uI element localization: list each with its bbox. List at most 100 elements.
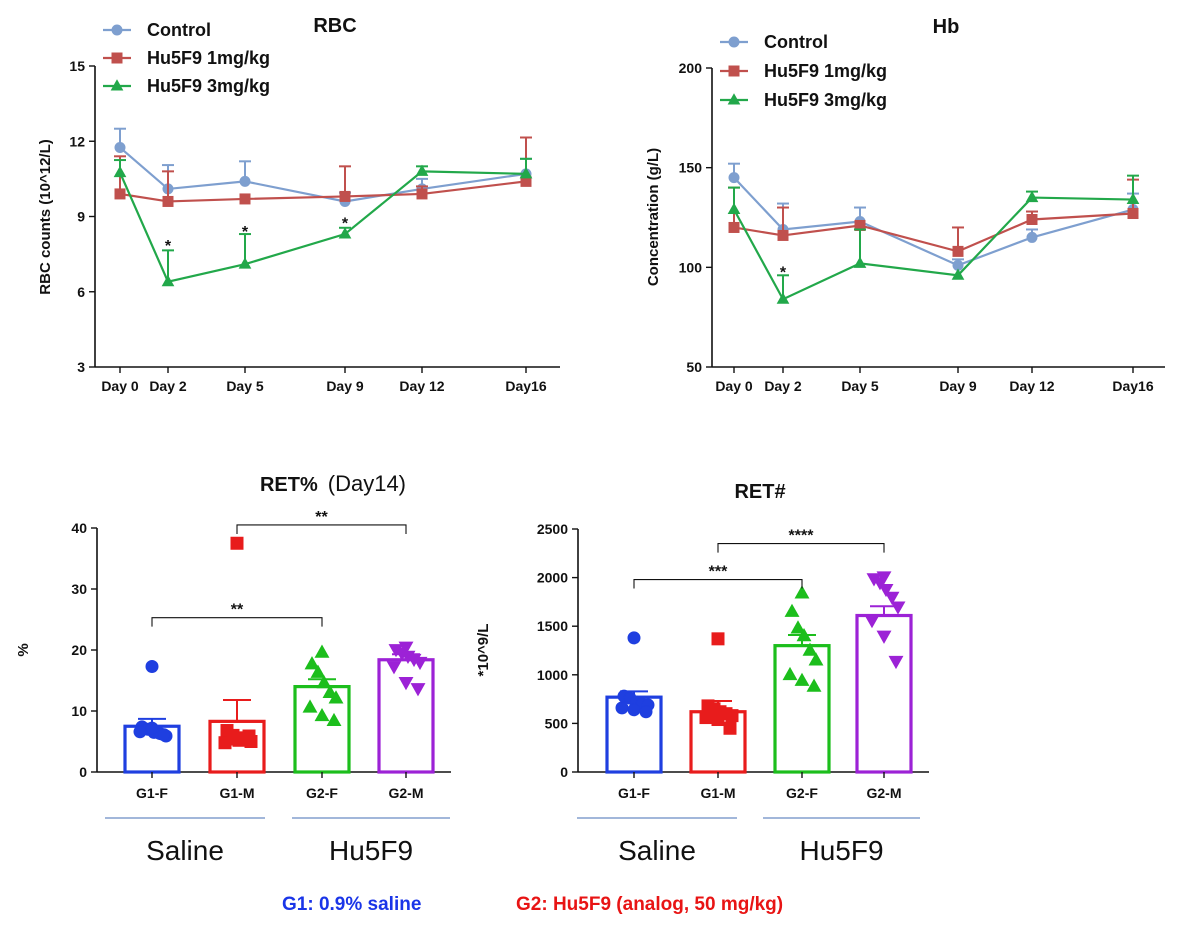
ret_pct-x-tick-label: G1-M xyxy=(220,785,255,801)
ret_pct-bar-group-G2-M: G2-M xyxy=(377,641,435,801)
hb-data-point xyxy=(853,256,867,268)
rbc-chart: 3 6 9 12 15 Day 0 Day 2 Day 5 Day 9 Day 12 Day16 RB… xyxy=(37,15,560,394)
ret_pct-bracket-label: ** xyxy=(315,509,328,526)
rbc-data-point xyxy=(416,188,428,200)
ret_abs-y-tick-label: 0 xyxy=(560,764,568,780)
ret_abs-data-point xyxy=(711,632,725,646)
rbc-data-point xyxy=(238,257,252,269)
ret_abs-y-tick-label: 500 xyxy=(545,715,569,731)
rbc-data-point xyxy=(114,142,126,154)
ret_pct-data-point xyxy=(145,659,159,673)
hb-y-label: Concentration (g/L) xyxy=(645,148,662,286)
rbc-x-tick-label: Day 12 xyxy=(399,378,444,394)
ret_abs-title-main: RET# xyxy=(734,481,785,503)
hb-series-3 xyxy=(727,174,1140,304)
ret_abs-y-tick-label: 2000 xyxy=(537,570,568,586)
rbc-data-point xyxy=(162,195,174,207)
ret_abs-x-tick-label: G1-M xyxy=(701,785,736,801)
hb-x-tick-label: Day 5 xyxy=(841,378,879,394)
ret_abs-data-point xyxy=(876,630,892,644)
ret_pct-y-label: % xyxy=(15,643,32,656)
hb-data-point xyxy=(776,292,790,304)
ret_pct-bar-group-G2-F: G2-F xyxy=(293,644,351,801)
ret_pct-chart: 0 10 20 30 40 RET% (Day14)% G1-F G1-M G2-F G2-M ** *… xyxy=(15,471,451,866)
ret_pct-data-point xyxy=(302,699,318,713)
ret_abs-data-point xyxy=(699,711,713,725)
hb-series-2 xyxy=(728,178,1139,257)
ret_abs-data-point xyxy=(864,615,880,629)
ret_pct-data-point xyxy=(133,725,147,739)
hb-legend-marker xyxy=(727,93,741,105)
ret_abs-y-tick-label: 1500 xyxy=(537,618,568,634)
ret_abs-bar-group-G2-M: G2-M xyxy=(855,571,913,801)
rbc-legend-marker xyxy=(111,52,123,64)
ret_abs-data-point xyxy=(639,705,653,719)
ret_pct-data-point xyxy=(398,677,414,691)
rbc-significance-star: * xyxy=(342,215,349,232)
ret_abs-data-point xyxy=(627,703,641,717)
rbc-data-point xyxy=(338,227,352,239)
ret_abs-data-point xyxy=(723,721,737,735)
ret_pct-significance-bracket: ** xyxy=(151,602,323,627)
rbc-series-line xyxy=(118,170,527,283)
rbc-x-tick-label: Day16 xyxy=(505,378,546,394)
hb-legend-marker xyxy=(728,65,740,77)
hb-legend-label: Hu5F9 3mg/kg xyxy=(764,90,887,110)
hb-x-tick-label: Day 9 xyxy=(939,378,977,394)
ret_abs-bar-group-G1-F: G1-F xyxy=(605,631,663,801)
ret_pct-bracket-label: ** xyxy=(231,602,244,619)
ret_abs-bracket-line xyxy=(633,578,803,589)
ret_pct-bar-group-G1-M: G1-M xyxy=(208,536,266,801)
hb-x-tick-label: Day16 xyxy=(1112,378,1153,394)
ret_abs-data-point xyxy=(888,655,904,670)
ret_pct-title-sub: (Day14) xyxy=(328,471,406,496)
rbc-legend-marker xyxy=(110,79,124,91)
ret_abs-data-point xyxy=(627,631,641,645)
rbc-series-line xyxy=(119,146,527,203)
ret_pct-significance-bracket: ** xyxy=(236,509,407,534)
ret_pct-y-tick-label: 40 xyxy=(71,520,87,536)
ret_abs-chart: 0 500 1000 1500 2000 2500 RET# *10^9/L G1-F G1-M G… xyxy=(475,481,929,866)
rbc-data-point xyxy=(519,167,533,179)
ret_abs-data-point xyxy=(725,709,739,723)
rbc-data-point xyxy=(161,274,175,287)
ret_abs-bracket-label: *** xyxy=(709,564,728,581)
rbc-y-label: RBC counts (10^12/L) xyxy=(37,139,54,294)
ret_abs-bar-group-G1-M: G1-M xyxy=(689,632,747,801)
hb-data-point xyxy=(951,268,965,280)
ret_abs-data-point xyxy=(794,585,810,599)
hb-y-tick-label: 150 xyxy=(679,160,703,176)
hb-data-point xyxy=(727,202,741,215)
hb-x-tick-label: Day 12 xyxy=(1009,378,1054,394)
rbc-x-tick-label: Day 2 xyxy=(149,378,187,394)
ret_abs-data-point xyxy=(872,577,888,591)
ret_pct-data-point xyxy=(304,656,320,670)
rbc-series-line xyxy=(119,180,527,203)
ret_pct-y-tick-label: 20 xyxy=(71,642,87,658)
rbc-x-tick-label: Day 9 xyxy=(326,378,364,394)
ret_pct-data-point xyxy=(242,729,256,743)
hb-legend-label: Control xyxy=(764,32,828,52)
ret_pct-title-main: RET% xyxy=(260,474,318,496)
ret_abs-data-point xyxy=(796,628,812,642)
ret_pct-data-point xyxy=(316,675,332,689)
ret_abs-data-point xyxy=(802,642,818,656)
rbc-data-point xyxy=(415,164,429,176)
ret_abs-bracket-line xyxy=(717,543,885,553)
ret_pct-y-tick-label: 0 xyxy=(79,764,87,780)
ret_abs-bracket-label: **** xyxy=(789,528,815,545)
ret_abs-data-point xyxy=(711,713,725,727)
ret_pct-data-point xyxy=(314,644,330,658)
ret_abs-data-point xyxy=(615,701,629,715)
ret_pct-data-point xyxy=(410,683,426,697)
rbc-data-point xyxy=(339,190,351,202)
ret_abs-y-tick-label: 1000 xyxy=(537,667,568,683)
ret_pct-group-label: Hu5F9 xyxy=(329,835,413,866)
hb-y-tick-label: 50 xyxy=(686,359,702,375)
ret_pct-data-point xyxy=(230,536,244,550)
ret_abs-bar-group-G2-F: G2-F xyxy=(773,585,831,801)
hb-legend-marker xyxy=(728,36,740,48)
ret_pct-bracket-line xyxy=(151,617,323,627)
ret_abs-x-tick-label: G2-M xyxy=(867,785,902,801)
